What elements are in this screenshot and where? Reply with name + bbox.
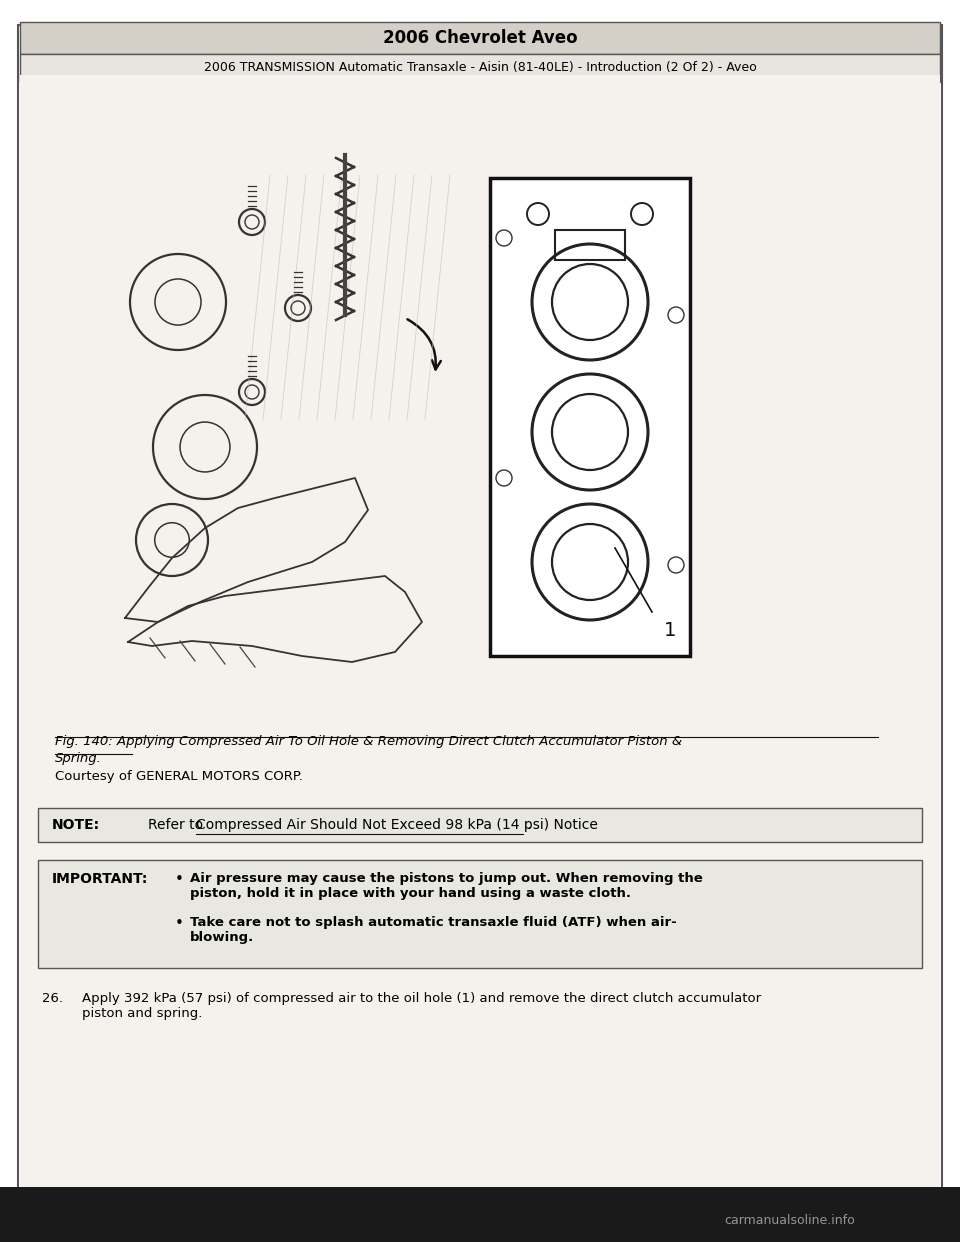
Text: NOTE:: NOTE: [52, 818, 100, 832]
Text: Air pressure may cause the pistons to jump out. When removing the
piston, hold i: Air pressure may cause the pistons to ju… [190, 872, 703, 900]
Text: 2006 Chevrolet Aveo: 2006 Chevrolet Aveo [383, 29, 577, 47]
Bar [555, 230, 625, 260]
Text: •: • [175, 872, 184, 887]
Text: carmanualsoline.info: carmanualsoline.info [725, 1213, 855, 1227]
Bar [20, 53, 940, 82]
Text: Take care not to splash automatic transaxle fluid (ATF) when air-
blowing.: Take care not to splash automatic transa… [190, 917, 677, 944]
Text: 2006 TRANSMISSION Automatic Transaxle - Aisin (81-40LE) - Introduction (2 Of 2) : 2006 TRANSMISSION Automatic Transaxle - … [204, 62, 756, 75]
FancyArrowPatch shape [407, 319, 441, 369]
Bar [38, 859, 922, 968]
Text: IMPORTANT:: IMPORTANT: [52, 872, 149, 886]
Text: Courtesy of GENERAL MOTORS CORP.: Courtesy of GENERAL MOTORS CORP. [55, 770, 302, 782]
Bar [490, 178, 690, 656]
Text: 26.: 26. [42, 992, 63, 1005]
Bar [20, 22, 940, 53]
Text: 1: 1 [663, 621, 676, 640]
Text: Apply 392 kPa (57 psi) of compressed air to the oil hole (1) and remove the dire: Apply 392 kPa (57 psi) of compressed air… [82, 992, 761, 1020]
Text: Refer to: Refer to [148, 818, 207, 832]
Text: Fig. 140: Applying Compressed Air To Oil Hole & Removing Direct Clutch Accumulat: Fig. 140: Applying Compressed Air To Oil… [55, 735, 683, 748]
Bar [0, 1187, 960, 1242]
Bar [38, 809, 922, 842]
Text: .: . [523, 818, 532, 832]
Text: Compressed Air Should Not Exceed 98 kPa (14 psi) Notice: Compressed Air Should Not Exceed 98 kPa … [196, 818, 598, 832]
Text: •: • [175, 917, 184, 932]
Text: Spring.: Spring. [55, 751, 102, 765]
